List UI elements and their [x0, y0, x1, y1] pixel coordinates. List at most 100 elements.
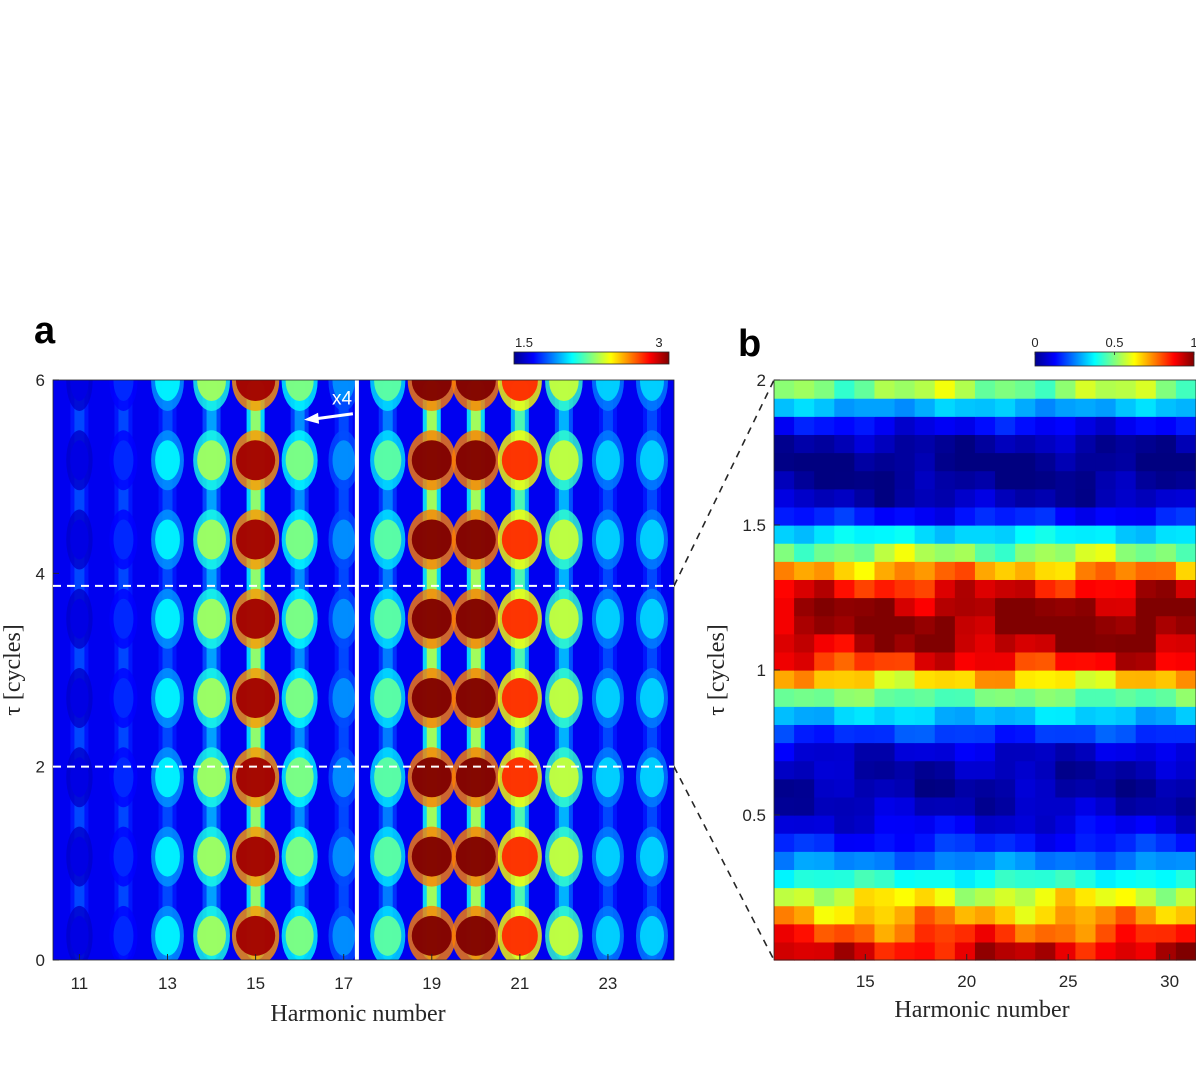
heatmap-cell: [914, 452, 936, 472]
heatmap-cell: [1135, 434, 1157, 454]
colorbar-b-tick-label: 1: [1190, 335, 1196, 350]
heatmap-cell: [1075, 833, 1097, 852]
heatmap-cell: [934, 525, 956, 544]
harmonic-blob-core: [113, 678, 134, 719]
heatmap-cell: [894, 651, 916, 671]
heatmap-cell: [794, 452, 815, 472]
harmonic-blob-core: [285, 440, 314, 481]
heatmap-cell: [934, 470, 956, 490]
heatmap-cell: [1035, 543, 1056, 562]
heatmap-cell: [914, 579, 936, 599]
heatmap-cell: [974, 760, 996, 780]
heatmap-cell: [834, 796, 855, 816]
heatmap-cell: [874, 470, 896, 490]
heatmap-cell: [894, 869, 916, 889]
heatmap-cell: [774, 398, 795, 417]
heatmap-cell: [1035, 633, 1056, 653]
harmonic-blob-core: [70, 598, 89, 639]
heatmap-cell: [914, 525, 936, 544]
x-tick-label: 19: [422, 974, 441, 993]
heatmap-cell: [914, 416, 936, 435]
heatmap-cell: [894, 815, 916, 834]
heatmap-cell: [914, 470, 936, 490]
heatmap-cell: [774, 688, 795, 707]
x-tick-label: 30: [1160, 972, 1179, 991]
heatmap-cell: [995, 525, 1016, 544]
harmonic-blob-core: [595, 380, 620, 401]
heatmap-cell: [1115, 923, 1137, 943]
heatmap-cell: [974, 398, 996, 417]
heatmap-cell: [1095, 561, 1117, 580]
harmonic-blob-core: [595, 836, 620, 877]
heatmap-cell: [914, 706, 936, 725]
connector-top: [673, 379, 775, 587]
heatmap-cell: [1155, 452, 1177, 472]
heatmap-cell: [1115, 470, 1137, 490]
heatmap-cell: [874, 434, 896, 454]
heatmap-cell: [974, 416, 996, 435]
heatmap-cell: [1115, 670, 1137, 689]
heatmap-cell: [834, 923, 855, 943]
harmonic-blob-core: [235, 678, 276, 719]
heatmap-cell: [854, 470, 876, 490]
heatmap-cell: [1075, 670, 1097, 689]
heatmap-cell: [974, 380, 996, 399]
heatmap-cell: [1055, 778, 1077, 798]
x-tick-label: 21: [510, 974, 529, 993]
heatmap-cell: [1135, 597, 1157, 617]
heatmap-cell: [1155, 778, 1177, 798]
heatmap-cell: [995, 688, 1016, 707]
heatmap-cell: [1075, 742, 1097, 762]
heatmap-cell: [794, 724, 815, 744]
heatmap-cell: [1095, 706, 1117, 725]
panel-a-colorbar: 1.5 3: [513, 335, 670, 365]
heatmap-cell: [1115, 380, 1137, 399]
divider-line: [354, 380, 359, 960]
heatmap-cell: [814, 923, 835, 943]
harmonic-blob-core: [411, 519, 452, 560]
heatmap-cell: [1175, 434, 1196, 454]
heatmap-cell: [854, 688, 876, 707]
heatmap-cell: [1095, 688, 1117, 707]
heatmap-cell: [1135, 941, 1157, 961]
heatmap-cell: [1055, 651, 1077, 671]
heatmap-cell: [974, 670, 996, 689]
heatmap-cell: [1135, 416, 1157, 435]
heatmap-cell: [934, 597, 956, 617]
heatmap-cell: [914, 724, 936, 744]
heatmap-cell: [1035, 615, 1056, 635]
heatmap-cell: [1075, 506, 1097, 526]
heatmap-cell: [834, 615, 855, 635]
heatmap-cell: [794, 923, 815, 943]
harmonic-blob-core: [332, 836, 355, 877]
heatmap-cell: [774, 488, 795, 508]
heatmap-cell: [854, 561, 876, 580]
heatmap-cell: [1155, 851, 1177, 870]
heatmap-cell: [934, 543, 956, 562]
heatmap-cell: [1075, 651, 1097, 671]
heatmap-cell: [995, 760, 1016, 780]
heatmap-cell: [834, 380, 855, 399]
heatmap-cell: [1115, 525, 1137, 544]
x-tick-label: 25: [1059, 972, 1078, 991]
harmonic-blob-core: [197, 380, 226, 401]
heatmap-cell: [974, 869, 996, 889]
heatmap-cell: [954, 452, 976, 472]
heatmap-cell: [1155, 561, 1177, 580]
heatmap-cell: [1115, 887, 1137, 907]
harmonic-blob-core: [235, 519, 276, 560]
heatmap-cell: [1015, 651, 1036, 671]
harmonic-column-11: [66, 380, 93, 960]
harmonic-blob-core: [455, 915, 496, 956]
harmonic-blob-core: [113, 598, 134, 639]
y-tick-label: 2: [757, 371, 766, 390]
heatmap-cell: [794, 434, 815, 454]
heatmap-cell: [1175, 561, 1196, 580]
harmonic-blob-core: [285, 380, 314, 401]
heatmap-cell: [914, 670, 936, 689]
heatmap-cell: [1095, 398, 1117, 417]
heatmap-cell: [854, 941, 876, 961]
heatmap-cell: [914, 815, 936, 834]
heatmap-cell: [1135, 633, 1157, 653]
heatmap-cell: [1115, 869, 1137, 889]
